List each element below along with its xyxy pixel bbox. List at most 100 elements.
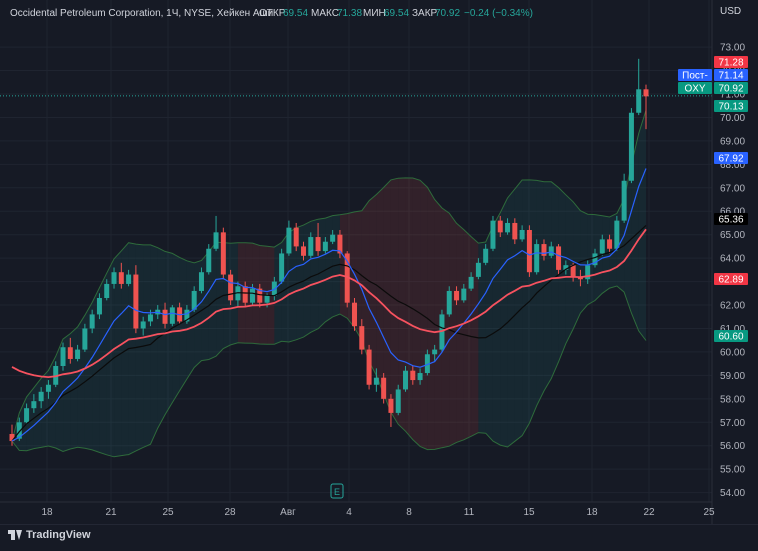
x-tick-label: 22 bbox=[643, 507, 655, 518]
price-tag-box bbox=[714, 69, 748, 81]
candle-body bbox=[111, 272, 117, 284]
band-fill-segment bbox=[543, 181, 552, 391]
band-fill-segment bbox=[114, 250, 122, 457]
y-tick-label: 61.00 bbox=[720, 324, 745, 335]
earnings-marker-icon[interactable] bbox=[330, 483, 344, 499]
band-fill-segment bbox=[434, 199, 442, 450]
y-tick-label: 66.00 bbox=[720, 207, 745, 218]
price-tag-value: 71.28 bbox=[718, 58, 743, 69]
open-label: ОТКР bbox=[259, 8, 286, 19]
band-fill-segment bbox=[631, 133, 639, 331]
candle-body bbox=[483, 248, 489, 263]
low-label: МИН bbox=[363, 8, 386, 19]
candle-body bbox=[169, 307, 175, 324]
band-fill-segment bbox=[449, 213, 457, 447]
candle-body bbox=[505, 222, 511, 233]
candle-body bbox=[126, 274, 132, 284]
candle-body bbox=[446, 290, 452, 315]
band-fill-segment bbox=[179, 257, 187, 391]
candle-body bbox=[330, 234, 336, 242]
x-tick-label: 21 bbox=[105, 507, 117, 518]
candle-body bbox=[31, 401, 37, 409]
candle-body bbox=[592, 253, 598, 266]
candle-body bbox=[249, 288, 255, 303]
candle-body bbox=[344, 253, 350, 303]
candle-body bbox=[439, 314, 445, 350]
candle-body bbox=[213, 232, 219, 249]
candle-body bbox=[475, 262, 481, 277]
band-fill-segment bbox=[361, 200, 370, 362]
x-tick-label: 18 bbox=[586, 507, 598, 518]
candle-body bbox=[242, 286, 248, 303]
candle-body bbox=[264, 295, 270, 303]
candle-body bbox=[89, 314, 95, 329]
candle-body bbox=[512, 222, 518, 240]
band-fill-segment bbox=[551, 181, 559, 379]
candle-body bbox=[140, 321, 146, 329]
candle-body bbox=[104, 283, 110, 298]
high-value: 71.38 bbox=[337, 8, 362, 19]
candle-body bbox=[621, 180, 627, 221]
y-tick-label: 65.00 bbox=[720, 230, 745, 241]
x-tick-label: 28 bbox=[224, 507, 236, 518]
candle-body bbox=[118, 272, 124, 284]
candle-body bbox=[300, 246, 306, 256]
candle-body bbox=[206, 248, 212, 273]
price-tag-box bbox=[714, 56, 748, 68]
candle-body bbox=[228, 274, 234, 301]
candle-body bbox=[257, 288, 263, 303]
tradingview-icon bbox=[8, 530, 22, 540]
tradingview-logo[interactable]: TradingView bbox=[8, 529, 91, 541]
x-tick-label: 25 bbox=[162, 507, 174, 518]
y-tick-label: 64.00 bbox=[720, 254, 745, 265]
candle-body bbox=[607, 239, 613, 249]
band-fill-segment bbox=[594, 214, 603, 301]
y-tick-label: 60.00 bbox=[720, 347, 745, 358]
price-tag-box bbox=[714, 100, 748, 112]
band-fill-segment bbox=[150, 244, 158, 445]
candle-body bbox=[271, 281, 277, 296]
price-tag-value: 71.14 bbox=[718, 71, 743, 82]
candle-body bbox=[359, 326, 365, 350]
band-fill-segment bbox=[92, 287, 100, 453]
y-tick-label: 73.00 bbox=[720, 43, 745, 54]
high-label: МАКС bbox=[311, 8, 339, 19]
candle-body bbox=[570, 265, 576, 277]
band-fill-segment bbox=[441, 208, 450, 448]
price-tag-value: 67.92 bbox=[718, 154, 743, 165]
candle-body bbox=[9, 434, 15, 442]
price-tag-value: 60.60 bbox=[718, 332, 743, 343]
band-fill-segment bbox=[587, 214, 595, 305]
band-fill-segment bbox=[186, 260, 195, 380]
candle-body bbox=[410, 370, 416, 381]
price-tag-label: OXY bbox=[684, 84, 705, 95]
band-fill-segment bbox=[143, 244, 151, 448]
band-fill-segment bbox=[565, 194, 574, 344]
band-fill-segment bbox=[580, 210, 588, 314]
price-tag-box bbox=[714, 213, 748, 225]
sma-line bbox=[11, 228, 647, 379]
candle-body bbox=[556, 246, 562, 270]
candle-body bbox=[454, 290, 460, 301]
band-fill-segment bbox=[369, 194, 377, 376]
band-fill-segment bbox=[121, 242, 129, 456]
x-tick-label: 8 bbox=[406, 507, 412, 518]
candle-body bbox=[577, 276, 583, 280]
candle-body bbox=[67, 347, 73, 359]
band-fill-segment bbox=[638, 110, 646, 341]
price-tag-box bbox=[714, 273, 748, 285]
candle-body bbox=[315, 237, 321, 252]
currency-label: USD bbox=[720, 6, 741, 17]
candle-body bbox=[82, 328, 88, 350]
candle-body bbox=[286, 227, 292, 254]
candle-body bbox=[162, 309, 168, 324]
band-fill-segment bbox=[390, 178, 399, 425]
candle-body bbox=[614, 220, 620, 249]
price-tag-box bbox=[714, 152, 748, 164]
price-tag-box bbox=[714, 82, 748, 94]
candle-body bbox=[628, 112, 634, 181]
y-tick-label: 71.00 bbox=[720, 90, 745, 101]
footer: TradingView bbox=[0, 524, 758, 547]
